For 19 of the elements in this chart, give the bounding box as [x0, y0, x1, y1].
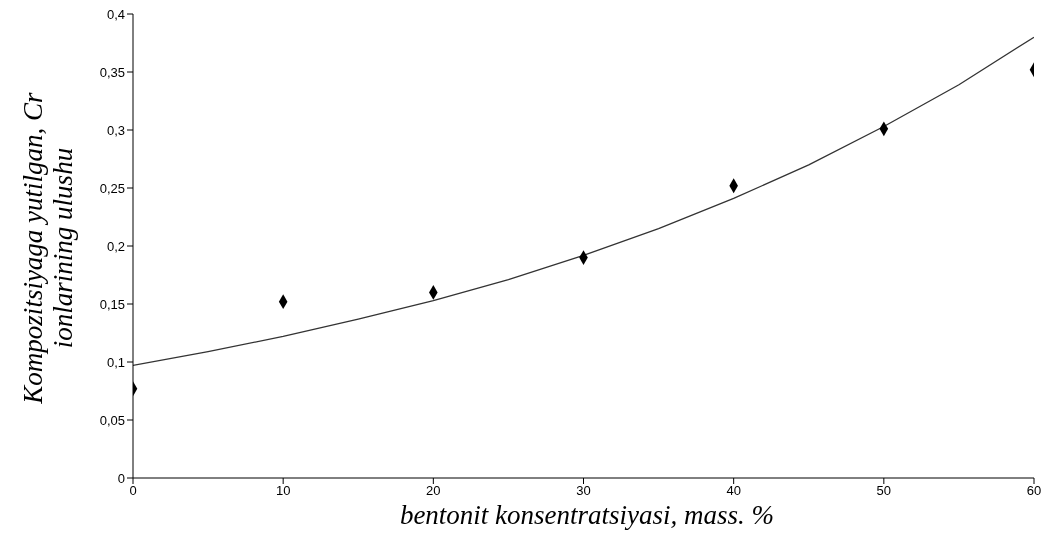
x-tick-label: 10 [275, 483, 291, 499]
y-tick-label: 0,1 [106, 354, 125, 370]
y-tick-label: 0,4 [106, 6, 125, 22]
x-tick-label: 0 [129, 483, 137, 499]
y-tick-label: 0,25 [99, 180, 125, 196]
x-tick-label: 60 [1026, 483, 1042, 499]
y-tick-label: 0,2 [106, 238, 125, 254]
x-tick-label: 20 [426, 483, 441, 499]
y-tick-label: 0,05 [99, 412, 125, 428]
y-tick-label: 0,3 [106, 122, 125, 138]
x-tick-label: 40 [726, 483, 741, 499]
x-axis-title: bentonit konsentratsiyasi, mass. % [398, 500, 776, 531]
x-tick-label: 30 [576, 483, 591, 499]
y-tick-label: 0 [117, 470, 125, 486]
line-series [133, 36, 1034, 367]
y-tick-label: 0,15 [99, 296, 125, 312]
x-tick-label: 50 [876, 483, 892, 499]
y-tick-label: 0,35 [99, 64, 125, 80]
y-axis-title: Kompozitsiyaga yutilgan, Cr ionlarining ulushu [18, 91, 78, 406]
